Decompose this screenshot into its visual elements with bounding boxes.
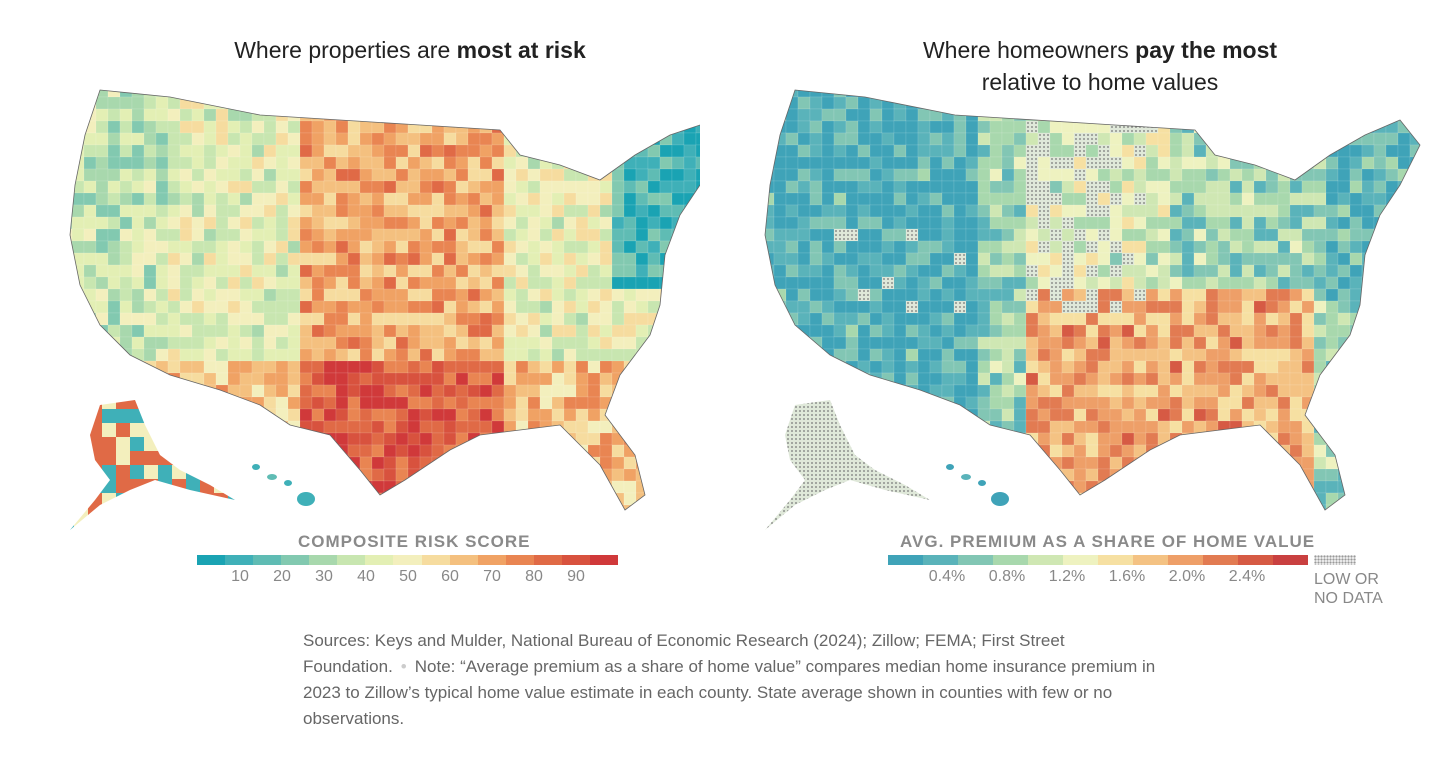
sources-text: Sources: Keys and Mulder, National Burea… [303, 631, 1065, 676]
left-title-text: Where properties are [234, 37, 457, 63]
scale-swatch [449, 555, 478, 565]
legend-tick-label: 80 [525, 568, 543, 585]
hawaii-left [252, 464, 315, 506]
scale-swatch [505, 555, 534, 565]
scale-swatch [393, 555, 422, 565]
scale-swatch [533, 555, 562, 565]
scale-swatch [1238, 555, 1273, 565]
legend-tick-label: 50 [399, 568, 417, 585]
scale-swatch [1203, 555, 1238, 565]
legend-tick-label: 0.4% [928, 568, 966, 585]
scale-swatch [1168, 555, 1203, 565]
right-legend-title: AVG. PREMIUM AS A SHARE OF HOME VALUE [900, 532, 1316, 551]
scale-swatch [197, 555, 226, 565]
scale-swatch [365, 555, 394, 565]
scale-swatch [225, 555, 254, 565]
no-data-line2: NO DATA [1314, 590, 1383, 607]
right-title-bold: pay the most [1135, 37, 1278, 63]
scale-swatch [589, 555, 618, 565]
legend-tick-label: 90 [567, 568, 585, 585]
hawaii-right [946, 464, 1009, 506]
us-outline-right [764, 89, 1421, 511]
scale-swatch [477, 555, 506, 565]
legend-tick-label: 2.4% [1228, 568, 1266, 585]
legend-tick-label: 2.0% [1168, 568, 1206, 585]
scale-swatch [337, 555, 366, 565]
scale-swatch [1273, 555, 1308, 565]
sources-note: Sources: Keys and Mulder, National Burea… [303, 628, 1183, 732]
no-data-label: LOW OR NO DATA [1314, 570, 1424, 608]
legend-tick-label: 70 [483, 568, 501, 585]
left-color-scale [197, 555, 618, 565]
alaska-right-nodata [765, 400, 930, 530]
scale-swatch [1063, 555, 1098, 565]
risk-score-map [69, 89, 700, 530]
left-title-bold: most at risk [456, 37, 586, 63]
scale-swatch [1133, 555, 1168, 565]
no-data-swatch [1314, 555, 1356, 565]
legend-tick-label: 1.2% [1048, 568, 1086, 585]
scale-swatch [253, 555, 282, 565]
legend-tick-label: 1.6% [1108, 568, 1146, 585]
separator-dot: • [400, 657, 407, 676]
scale-swatch [421, 555, 450, 565]
premium-share-map [764, 89, 1421, 530]
scale-swatch [888, 555, 923, 565]
right-map-title: Where homeowners pay the most relative t… [800, 34, 1400, 98]
left-map-title: Where properties are most at risk [120, 34, 700, 66]
legend-tick-label: 10 [231, 568, 249, 585]
scale-swatch [923, 555, 958, 565]
legend-tick-label: 60 [441, 568, 459, 585]
scale-swatch [1028, 555, 1063, 565]
no-data-line1: LOW OR [1314, 571, 1379, 588]
legend-tick-label: 20 [273, 568, 291, 585]
alaska-left [70, 400, 235, 530]
right-color-scale [888, 555, 1308, 565]
scale-swatch [561, 555, 590, 565]
left-legend-title: COMPOSITE RISK SCORE [298, 532, 531, 551]
scale-swatch [309, 555, 338, 565]
us-outline-left [69, 89, 700, 511]
scale-swatch [1098, 555, 1133, 565]
right-title-text: Where homeowners [922, 37, 1136, 63]
scale-swatch [281, 555, 310, 565]
scale-swatch [993, 555, 1028, 565]
legend-tick-label: 0.8% [988, 568, 1026, 585]
scale-swatch [958, 555, 993, 565]
right-title-line2: relative to home values [981, 69, 1219, 95]
note-text: Note: “Average premium as a share of hom… [303, 657, 1156, 728]
legend-tick-label: 30 [315, 568, 333, 585]
legend-tick-label: 40 [357, 568, 375, 585]
